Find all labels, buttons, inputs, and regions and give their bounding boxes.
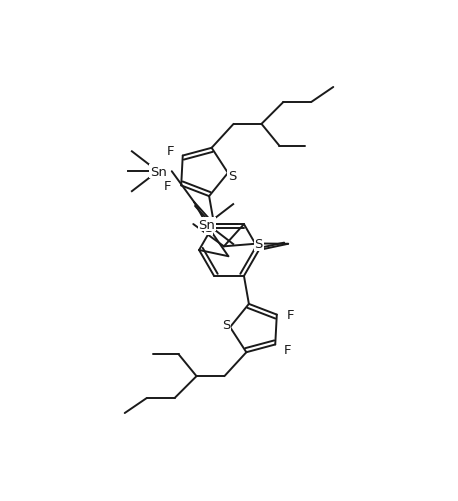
Text: S: S: [204, 221, 213, 234]
Text: F: F: [284, 343, 291, 356]
Text: S: S: [255, 237, 263, 250]
Text: S: S: [222, 318, 230, 331]
Text: F: F: [164, 179, 171, 192]
Text: F: F: [167, 145, 174, 158]
Text: Sn: Sn: [150, 165, 167, 178]
Text: Sn: Sn: [198, 218, 215, 231]
Text: F: F: [287, 309, 294, 322]
Text: S: S: [228, 170, 236, 183]
